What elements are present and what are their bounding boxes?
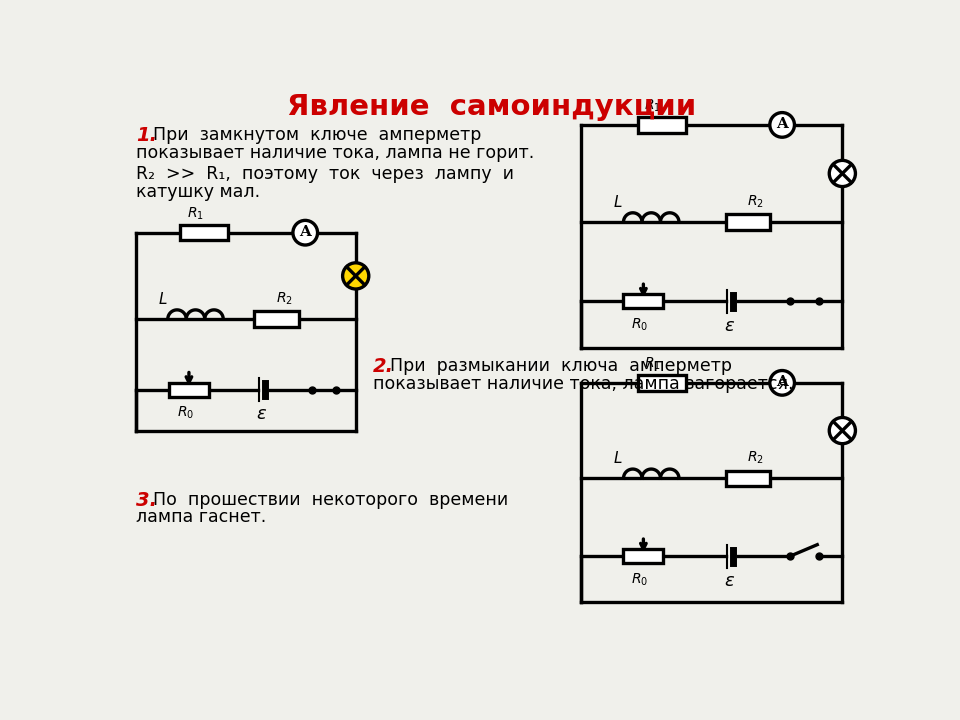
Text: $R_1$: $R_1$ bbox=[644, 356, 660, 372]
Circle shape bbox=[770, 112, 795, 138]
Bar bbox=[637, 375, 685, 390]
Text: Явление  самоиндукции: Явление самоиндукции bbox=[287, 93, 697, 120]
Text: $L$: $L$ bbox=[613, 450, 623, 466]
Bar bbox=[254, 312, 299, 327]
Text: $R_0$: $R_0$ bbox=[631, 317, 648, 333]
Text: A: A bbox=[777, 117, 788, 131]
Circle shape bbox=[829, 418, 855, 444]
Bar bbox=[169, 383, 209, 397]
Bar bbox=[180, 225, 228, 240]
Text: показывает наличие тока, лампа не горит.: показывает наличие тока, лампа не горит. bbox=[136, 144, 535, 162]
Bar bbox=[637, 117, 685, 132]
Text: По  прошествии  некоторого  времени: По прошествии некоторого времени bbox=[154, 490, 509, 508]
Bar bbox=[726, 215, 771, 230]
Bar bbox=[623, 294, 663, 308]
Text: $R_2$: $R_2$ bbox=[748, 193, 764, 210]
Circle shape bbox=[770, 371, 795, 395]
Text: $\varepsilon$: $\varepsilon$ bbox=[724, 572, 735, 590]
Text: A: A bbox=[777, 375, 788, 389]
Text: катушку мал.: катушку мал. bbox=[136, 183, 260, 201]
Text: A: A bbox=[300, 225, 311, 239]
Text: $\varepsilon$: $\varepsilon$ bbox=[256, 405, 267, 423]
Text: 2.: 2. bbox=[372, 357, 394, 377]
Text: $R_1$: $R_1$ bbox=[186, 205, 204, 222]
Text: показывает наличие тока, лампа загорается.: показывает наличие тока, лампа загораетс… bbox=[372, 375, 793, 393]
Bar bbox=[726, 471, 771, 486]
Text: $R_1$: $R_1$ bbox=[644, 98, 660, 114]
Text: $\varepsilon$: $\varepsilon$ bbox=[724, 317, 735, 335]
Text: $R_2$: $R_2$ bbox=[748, 449, 764, 466]
Circle shape bbox=[293, 220, 318, 245]
Text: 3.: 3. bbox=[136, 490, 157, 510]
Text: $L$: $L$ bbox=[157, 291, 167, 307]
Text: 1.: 1. bbox=[136, 127, 157, 145]
Circle shape bbox=[343, 263, 369, 289]
Text: лампа гаснет.: лампа гаснет. bbox=[136, 508, 267, 526]
Bar bbox=[623, 549, 663, 563]
Text: При  замкнутом  ключе  амперметр: При замкнутом ключе амперметр bbox=[154, 127, 482, 145]
Text: При  размыкании  ключа  амперметр: При размыкании ключа амперметр bbox=[391, 357, 732, 375]
Text: R₂  >>  R₁,  поэтому  ток  через  лампу  и: R₂ >> R₁, поэтому ток через лампу и bbox=[136, 165, 515, 183]
Text: $R_0$: $R_0$ bbox=[631, 572, 648, 588]
Text: $R_2$: $R_2$ bbox=[276, 290, 293, 307]
Text: $R_0$: $R_0$ bbox=[177, 405, 194, 421]
Circle shape bbox=[829, 161, 855, 186]
Text: $L$: $L$ bbox=[613, 194, 623, 210]
